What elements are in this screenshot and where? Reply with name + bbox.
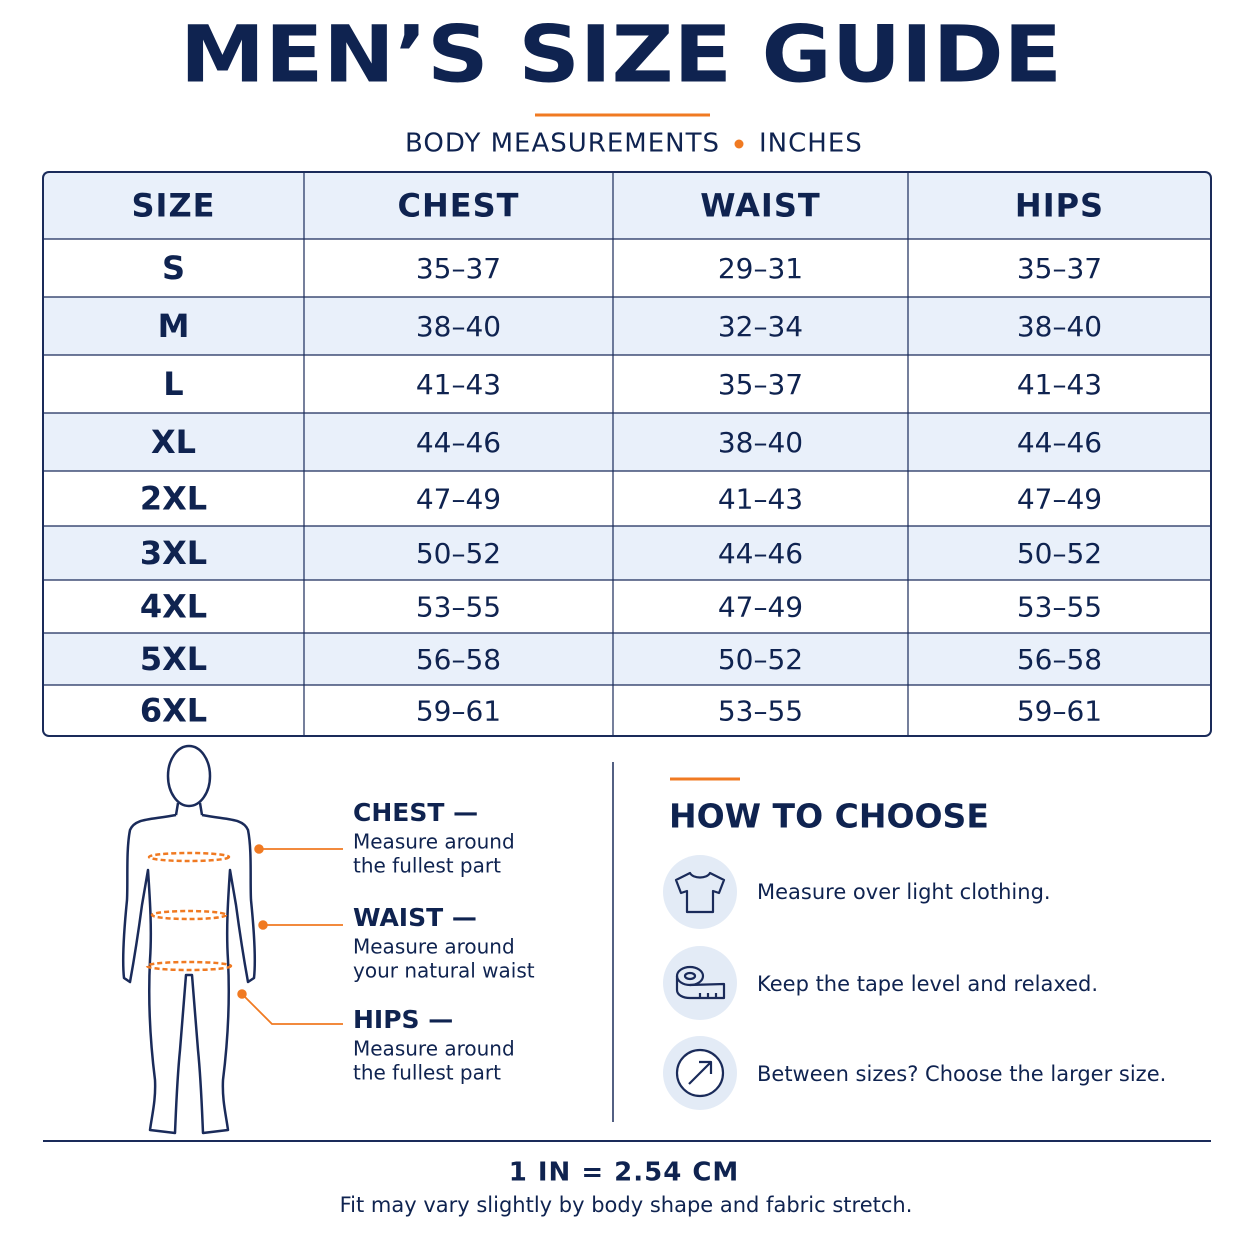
table-row	[43, 526, 1211, 580]
table-cell: 38–40	[416, 310, 501, 343]
table-row	[43, 355, 1211, 413]
table-cell: 29–31	[718, 252, 803, 285]
measure-markers	[145, 844, 343, 1025]
column-header: WAIST	[700, 187, 820, 225]
table-row	[43, 413, 1211, 471]
table-cell: S	[162, 249, 185, 287]
table-cell: 6XL	[140, 692, 207, 730]
table-cell: 44–46	[1017, 426, 1102, 459]
table-row	[43, 685, 1211, 736]
table-cell: 50–52	[1017, 537, 1102, 570]
measure-text: the fullest part	[353, 1061, 501, 1085]
table-cell: 35–37	[416, 252, 501, 285]
table-cell: 2XL	[140, 480, 207, 518]
table-cell: M	[158, 307, 190, 345]
table-cell: 56–58	[1017, 643, 1102, 676]
table-cell: 35–37	[1017, 252, 1102, 285]
measure-text: Measure around	[353, 1037, 515, 1061]
table-cell: 44–46	[718, 537, 803, 570]
table-cell: 32–34	[718, 310, 803, 343]
measure-text: Measure around	[353, 830, 515, 854]
table-cell: 38–40	[718, 426, 803, 459]
table-cell: 3XL	[140, 534, 207, 572]
table-cell: L	[163, 365, 183, 403]
measure-text: Measure around	[353, 935, 515, 959]
measure-label: HIPS —	[353, 1005, 453, 1034]
table-row	[43, 239, 1211, 297]
table-cell: 35–37	[718, 368, 803, 401]
measure-text: your natural waist	[353, 959, 535, 983]
table-cell: 47–49	[1017, 483, 1102, 516]
table-cell: 4XL	[140, 588, 207, 626]
column-header: CHEST	[398, 187, 520, 225]
table-row	[43, 580, 1211, 633]
table-cell: 56–58	[416, 643, 501, 676]
header-row	[43, 172, 1211, 239]
table-cell: 53–55	[1017, 591, 1102, 624]
tip-text: Keep the tape level and relaxed.	[757, 972, 1098, 996]
conversion: 1 IN = 2.54 CM	[509, 1158, 740, 1188]
table-cell: 47–49	[416, 483, 501, 516]
subtitle-bullet	[734, 139, 744, 149]
table-row	[43, 297, 1211, 355]
subtitle: INCHES	[759, 129, 863, 159]
column-header: SIZE	[131, 187, 215, 225]
table-cell: 47–49	[718, 591, 803, 624]
table-cell: 41–43	[718, 483, 803, 516]
table-row	[43, 471, 1211, 526]
table-cell: 41–43	[1017, 368, 1102, 401]
subtitle: BODY MEASUREMENTS	[405, 129, 720, 159]
table-cell: 50–52	[416, 537, 501, 570]
footer-note: Fit may vary slightly by body shape and …	[340, 1193, 913, 1217]
table-cell: 59–61	[1017, 695, 1102, 728]
section-title: HOW TO CHOOSE	[669, 797, 989, 836]
table-cell: 5XL	[140, 640, 207, 678]
title: MEN’S SIZE GUIDE	[180, 10, 1062, 100]
body-figure	[121, 744, 257, 1135]
table-cell: 41–43	[416, 368, 501, 401]
table-cell: 53–55	[416, 591, 501, 624]
table-cell: 53–55	[718, 695, 803, 728]
table-cell: 38–40	[1017, 310, 1102, 343]
measure-label: WAIST —	[353, 903, 477, 932]
measure-text: the fullest part	[353, 854, 501, 878]
column-header: HIPS	[1015, 187, 1104, 225]
tip-text: Measure over light clothing.	[757, 880, 1051, 904]
table-cell: 50–52	[718, 643, 803, 676]
table-cell: XL	[151, 423, 196, 461]
tip-icons	[663, 855, 737, 1110]
table-cell: 44–46	[416, 426, 501, 459]
tip-text: Between sizes? Choose the larger size.	[757, 1062, 1166, 1086]
table-cell: 59–61	[416, 695, 501, 728]
measure-label: CHEST —	[353, 798, 478, 827]
table-row	[43, 633, 1211, 685]
table-border	[42, 171, 1212, 737]
